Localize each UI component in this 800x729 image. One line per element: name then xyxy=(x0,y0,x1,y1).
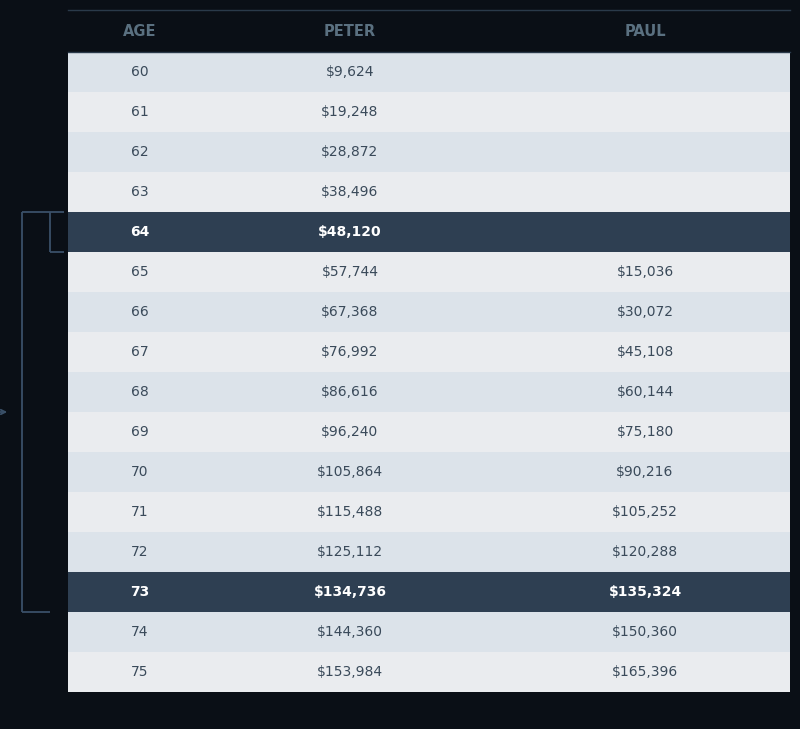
Text: $86,616: $86,616 xyxy=(321,385,379,399)
Text: $144,360: $144,360 xyxy=(317,625,383,639)
Text: $9,624: $9,624 xyxy=(326,65,374,79)
Bar xyxy=(68,452,790,492)
Text: $90,216: $90,216 xyxy=(616,465,674,479)
Text: $38,496: $38,496 xyxy=(322,185,378,199)
Bar xyxy=(68,332,790,372)
Text: $135,324: $135,324 xyxy=(608,585,682,599)
Text: $125,112: $125,112 xyxy=(317,545,383,559)
Bar xyxy=(68,292,790,332)
Bar xyxy=(68,492,790,532)
Text: 67: 67 xyxy=(131,345,149,359)
Text: 61: 61 xyxy=(131,105,149,119)
Text: 69: 69 xyxy=(131,425,149,439)
Text: 65: 65 xyxy=(131,265,149,279)
Text: 73: 73 xyxy=(130,585,150,599)
Text: $153,984: $153,984 xyxy=(317,665,383,679)
Bar xyxy=(68,132,790,172)
Text: $75,180: $75,180 xyxy=(616,425,674,439)
Text: $115,488: $115,488 xyxy=(317,505,383,519)
Bar xyxy=(68,372,790,412)
Bar xyxy=(68,10,790,52)
Text: 70: 70 xyxy=(131,465,149,479)
Text: 74: 74 xyxy=(131,625,149,639)
Bar xyxy=(68,52,790,92)
Text: $120,288: $120,288 xyxy=(612,545,678,559)
Bar xyxy=(68,572,790,612)
Text: 63: 63 xyxy=(131,185,149,199)
Bar xyxy=(68,612,790,652)
Text: $96,240: $96,240 xyxy=(322,425,378,439)
Text: 60: 60 xyxy=(131,65,149,79)
Text: $105,864: $105,864 xyxy=(317,465,383,479)
Text: $57,744: $57,744 xyxy=(322,265,378,279)
Bar xyxy=(68,212,790,252)
Text: $28,872: $28,872 xyxy=(322,145,378,159)
Bar xyxy=(68,412,790,452)
Text: $150,360: $150,360 xyxy=(612,625,678,639)
Text: $60,144: $60,144 xyxy=(616,385,674,399)
Bar xyxy=(68,172,790,212)
Text: $165,396: $165,396 xyxy=(612,665,678,679)
Text: $76,992: $76,992 xyxy=(322,345,378,359)
Text: 71: 71 xyxy=(131,505,149,519)
Text: 75: 75 xyxy=(131,665,149,679)
Text: PAUL: PAUL xyxy=(624,23,666,39)
Bar xyxy=(68,532,790,572)
Text: $19,248: $19,248 xyxy=(322,105,378,119)
Text: 72: 72 xyxy=(131,545,149,559)
Bar xyxy=(68,92,790,132)
Text: $45,108: $45,108 xyxy=(616,345,674,359)
Text: $30,072: $30,072 xyxy=(617,305,674,319)
Text: AGE: AGE xyxy=(123,23,157,39)
Text: PETER: PETER xyxy=(324,23,376,39)
Text: 62: 62 xyxy=(131,145,149,159)
Bar xyxy=(68,652,790,692)
Text: $134,736: $134,736 xyxy=(314,585,386,599)
Text: 66: 66 xyxy=(131,305,149,319)
Text: $15,036: $15,036 xyxy=(616,265,674,279)
Text: $48,120: $48,120 xyxy=(318,225,382,239)
Text: $67,368: $67,368 xyxy=(322,305,378,319)
Text: $105,252: $105,252 xyxy=(612,505,678,519)
Bar xyxy=(68,252,790,292)
Text: 64: 64 xyxy=(130,225,150,239)
Text: 68: 68 xyxy=(131,385,149,399)
